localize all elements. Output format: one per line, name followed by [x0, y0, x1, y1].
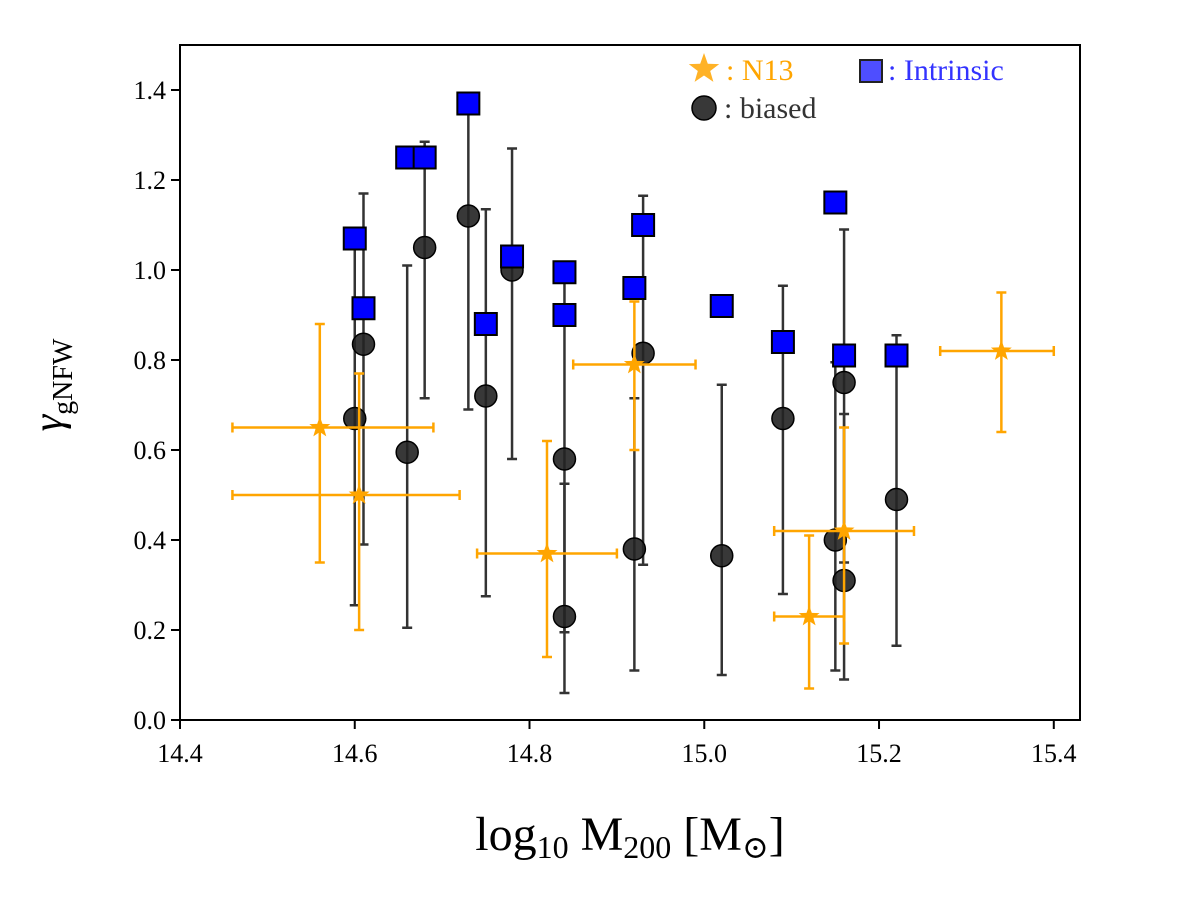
n13-star-point — [536, 542, 558, 563]
n13-star-point — [798, 605, 820, 626]
y-axis-ticks: 0.0 0.2 0.4 0.6 0.8 1.0 1.2 1.4 — [134, 76, 180, 735]
legend-intrinsic-label: : Intrinsic — [888, 54, 1004, 87]
intrinsic-point — [823, 190, 848, 215]
x-tick-label: 14.8 — [507, 739, 553, 768]
y-tick-label: 0.6 — [134, 436, 167, 465]
legend-n13-label: : N13 — [726, 54, 794, 87]
x-tick-label: 14.4 — [157, 739, 203, 768]
biased-point — [395, 440, 419, 464]
intrinsic-point — [456, 91, 481, 116]
y-tick-label: 1.2 — [134, 166, 167, 195]
intrinsic-point — [351, 296, 376, 321]
biased-point — [456, 204, 481, 228]
n13-star-point — [623, 353, 645, 374]
y-tick-label: 0.8 — [134, 346, 167, 375]
intrinsic-point — [832, 343, 857, 368]
intrinsic-point — [342, 226, 367, 251]
biased-point — [474, 384, 498, 408]
intrinsic-point — [770, 330, 795, 354]
y-tick-label: 1.0 — [134, 256, 167, 285]
legend-biased-label: : biased — [724, 92, 816, 125]
x-axis-label: log10 M200 [M⊙] — [475, 808, 785, 865]
n13-star-point — [309, 416, 331, 437]
biased-point — [552, 447, 577, 471]
biased-point — [884, 487, 909, 512]
intrinsic-point — [552, 260, 577, 285]
intrinsic-point — [552, 303, 577, 327]
intrinsic-point — [884, 343, 909, 368]
intrinsic-point — [412, 145, 437, 170]
n13-star-point — [348, 484, 370, 504]
x-tick-label: 15.0 — [682, 739, 728, 768]
biased-point — [709, 544, 734, 568]
legend-biased-circle-icon — [691, 95, 717, 121]
y-axis-label: γgNFW — [26, 338, 79, 431]
intrinsic-point — [473, 312, 498, 336]
x-axis-ticks: 14.4 14.6 14.8 15.0 15.2 15.4 — [157, 720, 1077, 768]
legend-intrinsic-square-icon — [859, 59, 883, 83]
legend-n13-star-icon — [688, 53, 720, 82]
biased-point — [552, 604, 577, 629]
y-tick-label: 0.2 — [134, 616, 167, 645]
biased-point — [412, 235, 437, 260]
biased-point — [832, 370, 856, 395]
y-tick-label: 0.0 — [134, 706, 167, 735]
x-tick-label: 15.2 — [856, 739, 902, 768]
x-tick-label: 15.4 — [1031, 739, 1077, 768]
legend: : N13 : Intrinsic : biased — [688, 53, 1004, 125]
intrinsic-point — [709, 294, 734, 318]
intrinsic-point — [622, 276, 647, 300]
biased-point — [771, 406, 795, 431]
intrinsic-series — [342, 91, 909, 368]
x-tick-label: 14.6 — [332, 739, 378, 768]
n13-series — [231, 291, 1056, 690]
n13-star-point — [990, 340, 1012, 360]
biased-point — [622, 537, 647, 561]
intrinsic-point — [631, 213, 656, 237]
plot-area — [179, 44, 1081, 721]
biased-point — [343, 406, 367, 431]
y-tick-label: 1.4 — [134, 76, 167, 105]
n13-star-point — [833, 520, 855, 540]
biased-point — [351, 332, 376, 356]
plot-frame — [179, 44, 1081, 721]
y-tick-label: 0.4 — [134, 526, 167, 555]
intrinsic-point — [500, 244, 525, 269]
